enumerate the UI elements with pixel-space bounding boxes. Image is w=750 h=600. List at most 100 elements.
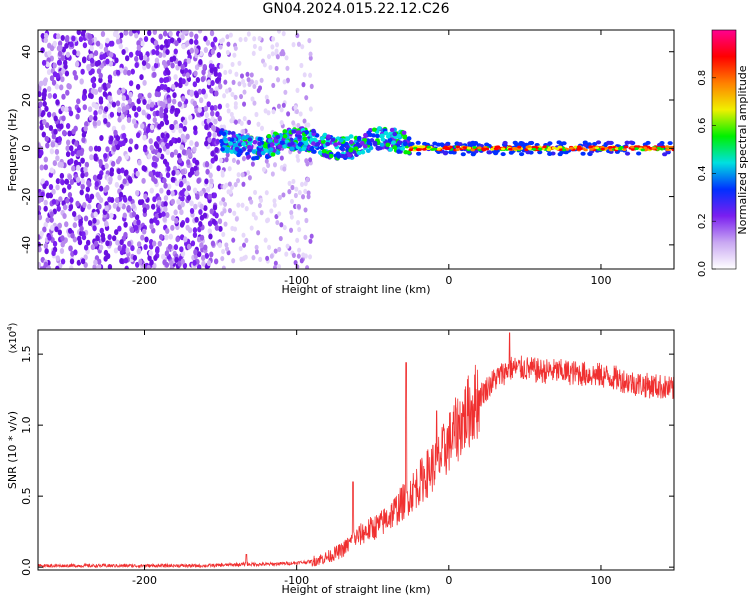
heatmap-cell (51, 188, 56, 195)
heatmap-cell (296, 41, 301, 47)
heatmap-cell (189, 89, 195, 96)
heatmap-cell (415, 140, 421, 145)
heatmap-cell (49, 211, 54, 218)
heatmap-cell (199, 203, 204, 210)
heatmap-cell (210, 79, 215, 86)
heatmap-cell (42, 100, 47, 107)
heatmap-cell (273, 138, 279, 144)
heatmap-cell (192, 187, 198, 194)
heatmap-cell (576, 145, 582, 149)
heatmap-cell (204, 124, 209, 131)
heatmap-cell (128, 80, 134, 87)
heatmap-cell (65, 51, 71, 58)
heatmap-cell (214, 86, 219, 93)
heatmap-cell (122, 212, 127, 219)
snr-frame (37, 329, 675, 571)
heatmap-cell (92, 120, 97, 127)
heatmap-cell (104, 163, 109, 170)
heatmap-cell (145, 127, 151, 134)
snr-y-tick-label: 0.0 (20, 558, 33, 576)
heatmap-cell (131, 203, 136, 210)
heatmap-cell (141, 228, 147, 235)
heatmap-cell (80, 172, 85, 179)
heatmap-cell (74, 61, 80, 68)
heatmap-cell (55, 178, 61, 185)
heatmap-cell (305, 161, 310, 167)
heatmap-cell (163, 77, 168, 84)
heatmap-cell (185, 40, 190, 47)
heatmap-cell (221, 131, 227, 136)
heatmap-cell (121, 132, 127, 139)
heatmap-cell (150, 203, 156, 210)
heatmap-cell (122, 178, 127, 185)
heatmap-cell (304, 130, 310, 135)
heatmap-cell (43, 156, 49, 163)
heatmap-cell (212, 204, 218, 211)
heatmap-cell (169, 124, 174, 131)
heatmap-cell (194, 92, 199, 99)
heatmap-cell (175, 236, 180, 243)
heatmap-cell (69, 158, 74, 165)
heatmap-cell (97, 203, 102, 210)
heatmap-cell (61, 93, 66, 100)
heatmap-cell (392, 145, 398, 150)
heatmap-cell (162, 30, 168, 37)
heatmap-cell (171, 169, 176, 176)
heatmap-cell (127, 195, 133, 202)
heatmap-cell (89, 193, 95, 200)
heatmap-cell (53, 128, 58, 135)
heatmap-cell (236, 152, 242, 158)
heatmap-cell (185, 72, 191, 79)
heatmap-cell (139, 74, 144, 81)
heatmap-cell (109, 212, 114, 219)
heatmap-cell (105, 37, 110, 44)
heatmap-cell (38, 107, 42, 114)
heatmap-cell (91, 82, 97, 89)
heatmap-cell (250, 79, 255, 85)
heatmap-cell (256, 121, 261, 127)
heatmap-cell (303, 181, 308, 187)
heatmap-cell (200, 76, 206, 83)
heatmap-cell (214, 224, 220, 231)
heatmap-cell (61, 115, 66, 122)
heatmap-cell (221, 197, 226, 203)
heatmap-cell (265, 98, 270, 105)
heatmap-cell (258, 45, 263, 52)
heatmap-cell (147, 92, 152, 99)
heatmap-cell (41, 109, 46, 116)
heatmap-cell (297, 134, 302, 139)
heatmap-cell (252, 36, 257, 42)
heatmap-cell (210, 124, 216, 131)
colorbar-tick-label: 0.4 (697, 165, 708, 181)
heatmap-cell (134, 55, 139, 62)
heatmap-cell (133, 219, 138, 226)
heatmap-cell (244, 206, 249, 212)
heatmap-cell (340, 143, 346, 148)
heatmap-cell (180, 250, 186, 257)
heatmap-cell (217, 72, 222, 79)
heatmap-cell (47, 50, 52, 57)
heatmap-cell (238, 36, 243, 43)
heatmap-cell (256, 230, 261, 236)
heatmap-cell (223, 201, 228, 207)
heatmap-cell (277, 144, 283, 149)
heatmap-cell (67, 174, 73, 181)
heatmap-cell (210, 48, 215, 55)
heatmap-cell (311, 128, 316, 134)
heatmap-cell (230, 225, 235, 232)
heatmap-cell (167, 97, 172, 104)
heatmap-cell (662, 152, 668, 157)
heatmap-cell (126, 116, 132, 123)
heatmap-cell (153, 161, 158, 168)
heatmap-cell (239, 93, 244, 100)
heatmap-cell (416, 151, 422, 156)
heatmap-cell (197, 106, 202, 113)
heatmap-cell (293, 192, 298, 199)
heatmap-cell (356, 150, 362, 156)
heatmap-cell (232, 142, 238, 148)
heatmap-cell (348, 140, 354, 145)
heatmap-cell (286, 111, 291, 117)
heatmap-cell (460, 152, 466, 157)
heatmap-cell (78, 36, 84, 43)
heatmap-cell (213, 66, 218, 73)
